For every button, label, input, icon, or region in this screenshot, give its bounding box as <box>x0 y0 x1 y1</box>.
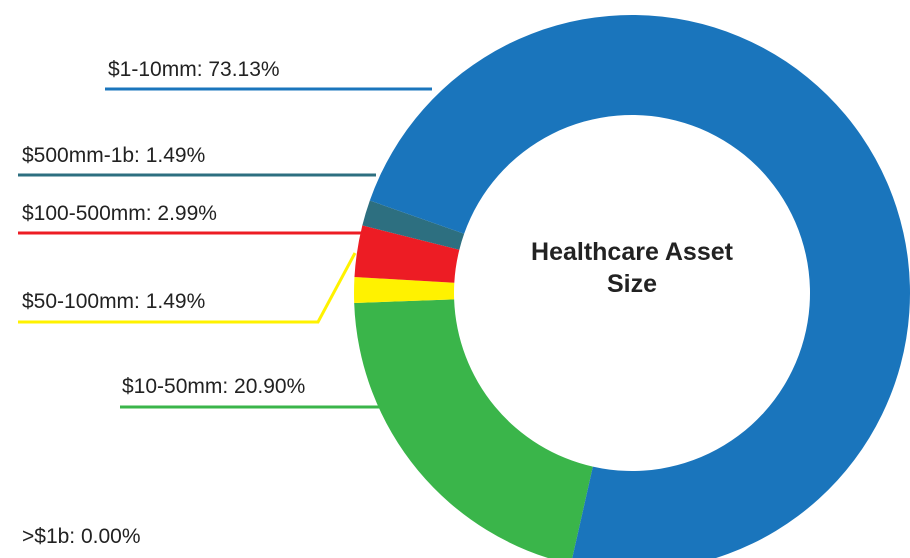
data-label: $1-10mm: 73.13% <box>108 58 280 81</box>
leader-line <box>18 252 357 324</box>
data-label: >$1b: 0.00% <box>22 525 141 548</box>
donut-segment <box>354 276 455 303</box>
donut-segment <box>354 225 460 283</box>
data-label: $100-500mm: 2.99% <box>22 202 217 225</box>
chart-title: Healthcare Asset Size <box>531 238 733 298</box>
data-label: $50-100mm: 1.49% <box>22 290 205 313</box>
data-label: $10-50mm: 20.90% <box>122 375 305 398</box>
data-label: $500mm-1b: 1.49% <box>22 144 205 167</box>
donut-segment <box>354 299 593 558</box>
donut-segment <box>369 15 910 558</box>
donut-segment <box>362 200 465 250</box>
